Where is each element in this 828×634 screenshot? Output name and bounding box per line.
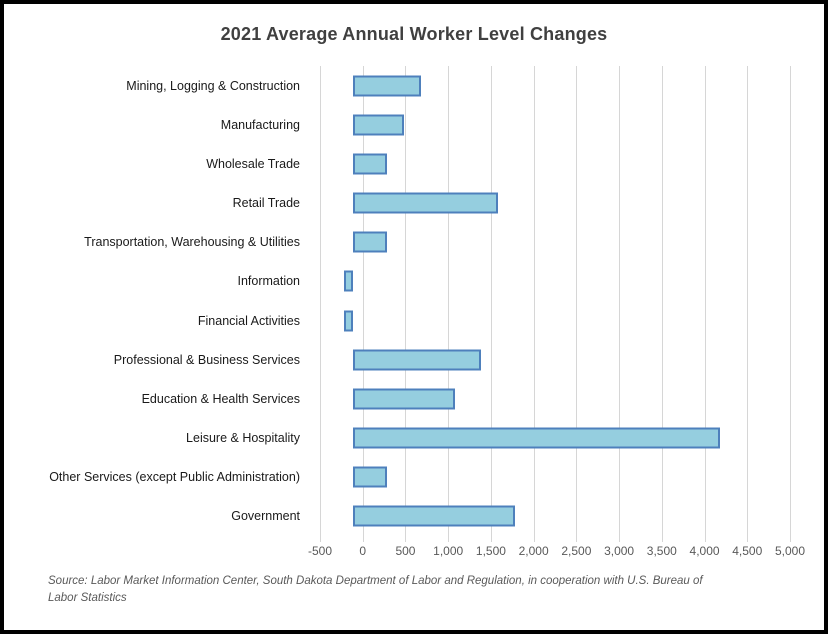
- gridline: [576, 66, 578, 542]
- bar: [352, 505, 516, 527]
- chart-row: Transportation, Warehousing & Utilities: [8, 223, 824, 262]
- x-tick-label: 1,500: [475, 544, 506, 558]
- gridline: [747, 66, 749, 542]
- bar-track: [310, 379, 780, 418]
- bar: [344, 270, 353, 292]
- bar: [352, 388, 456, 410]
- gridline: [533, 66, 535, 542]
- bar: [344, 310, 353, 332]
- x-tick-label: 500: [395, 544, 416, 558]
- gridline-layer: [320, 66, 791, 542]
- gridline: [661, 66, 663, 542]
- bar: [352, 114, 404, 136]
- bar-track: [310, 262, 780, 301]
- x-tick-label: 1,000: [433, 544, 464, 558]
- chart-row: Other Services (except Public Administra…: [8, 458, 824, 497]
- bar-chart: Mining, Logging & Construction Manufactu…: [8, 66, 824, 542]
- bar: [352, 466, 387, 488]
- category-label: Information: [237, 274, 300, 289]
- category-label: Financial Activities: [197, 313, 300, 328]
- category-label: Wholesale Trade: [206, 156, 300, 171]
- chart-title: 2021 Average Annual Worker Level Changes: [220, 24, 608, 44]
- chart-row: Mining, Logging & Construction: [8, 66, 824, 105]
- bar: [352, 427, 721, 449]
- x-tick-label: 2,000: [518, 544, 549, 558]
- source-note: Source: Labor Market Information Center,…: [48, 575, 703, 605]
- chart-row: Education & Health Services: [8, 379, 824, 418]
- bar: [352, 75, 422, 97]
- category-label: Education & Health Services: [141, 391, 300, 406]
- x-tick-label: 2,500: [561, 544, 592, 558]
- gridline: [790, 66, 791, 542]
- chart-row: Government: [8, 497, 824, 536]
- category-label: Government: [231, 509, 300, 524]
- x-tick-label: 3,500: [646, 544, 677, 558]
- x-tick-label: 5,000: [774, 544, 806, 558]
- x-tick-label: 4,500: [732, 544, 763, 558]
- bar-track: [310, 66, 780, 105]
- gridline: [320, 66, 321, 542]
- bar-track: [310, 105, 780, 144]
- chart-row: Manufacturing: [8, 105, 824, 144]
- gridline: [405, 66, 407, 542]
- chart-row: Professional & Business Services: [8, 340, 824, 379]
- bar: [352, 192, 498, 214]
- category-label: Mining, Logging & Construction: [126, 78, 300, 93]
- category-label: Retail Trade: [232, 196, 300, 211]
- chart-rows: Mining, Logging & Construction Manufactu…: [8, 66, 824, 536]
- gridline: [362, 66, 364, 542]
- category-label: Manufacturing: [220, 117, 300, 132]
- chart-row: Leisure & Hospitality: [8, 419, 824, 458]
- gridline: [619, 66, 621, 542]
- category-label: Transportation, Warehousing & Utilities: [84, 235, 300, 250]
- bar-track: [310, 497, 780, 536]
- chart-row: Wholesale Trade: [8, 144, 824, 183]
- x-tick-label: 0: [359, 544, 367, 558]
- gridline: [704, 66, 706, 542]
- bar: [352, 231, 387, 253]
- bar-track: [310, 301, 780, 340]
- bar-track: [310, 144, 780, 183]
- x-tick-label: 4,000: [689, 544, 720, 558]
- bar-track: [310, 419, 780, 458]
- gridline: [490, 66, 492, 542]
- bar-track: [310, 184, 780, 223]
- x-tick-label: 3,000: [604, 544, 635, 558]
- gridline: [448, 66, 450, 542]
- x-tick-label: -500: [307, 544, 333, 558]
- bar: [352, 153, 387, 175]
- chart-row: Retail Trade: [8, 184, 824, 223]
- chart-row: Information: [8, 262, 824, 301]
- chart-row: Financial Activities: [8, 301, 824, 340]
- bar-track: [310, 458, 780, 497]
- bar-track: [310, 340, 780, 379]
- bar-track: [310, 223, 780, 262]
- bar: [352, 349, 481, 371]
- x-axis: -500 0 500 1,000 1,500 2,000 2,500 3,000 3,500 4,…: [308, 544, 805, 564]
- category-label: Other Services (except Public Administra…: [49, 470, 300, 485]
- category-label: Professional & Business Services: [113, 352, 300, 367]
- category-label: Leisure & Hospitality: [186, 431, 300, 446]
